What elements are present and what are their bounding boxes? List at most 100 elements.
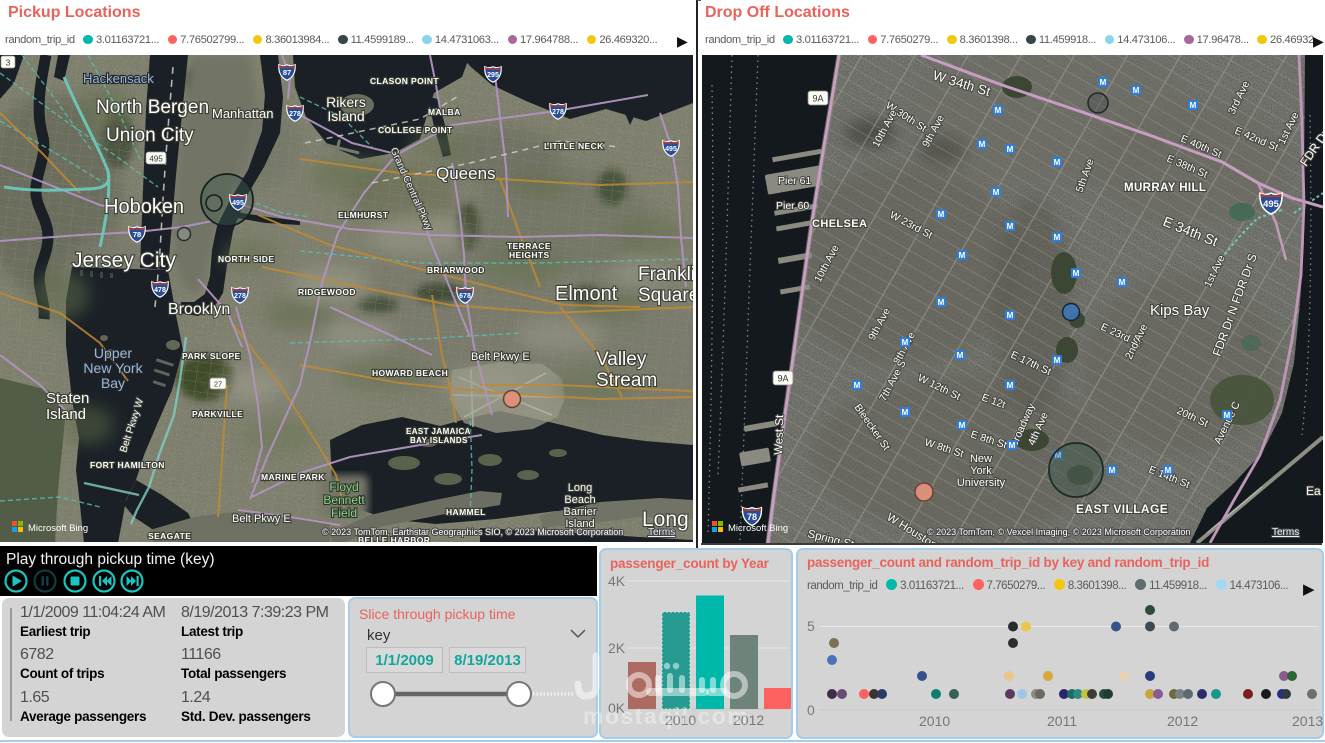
svg-text:HEIGHTS: HEIGHTS <box>509 250 550 260</box>
svg-text:New York: New York <box>83 360 143 376</box>
svg-text:E 34th St: E 34th St <box>1161 213 1220 249</box>
svg-text:Brooklyn: Brooklyn <box>168 301 230 318</box>
svg-text:M: M <box>995 106 1002 115</box>
svg-text:SEAGATE: SEAGATE <box>148 531 191 541</box>
svg-text:87: 87 <box>283 68 291 77</box>
svg-text:Belt Pkwy E: Belt Pkwy E <box>471 351 530 363</box>
svg-text:Barrier: Barrier <box>563 506 596 518</box>
svg-text:Island: Island <box>565 518 594 530</box>
svg-text:Hackensack: Hackensack <box>83 71 154 86</box>
svg-text:E 8th St: E 8th St <box>969 428 1008 451</box>
svg-text:© 2023 TomTom, © Vexcel Imagin: © 2023 TomTom, © Vexcel Imaging, © 2023 … <box>927 527 1190 537</box>
svg-text:M: M <box>1007 222 1014 231</box>
svg-text:EAST JAMAICA: EAST JAMAICA <box>406 427 471 436</box>
svg-text:678: 678 <box>459 293 471 300</box>
svg-text:Valley: Valley <box>596 349 647 370</box>
svg-text:BAY ISLANDS: BAY ISLANDS <box>410 436 468 445</box>
svg-text:M: M <box>1224 411 1231 420</box>
svg-text:9th Ave: 9th Ave <box>866 306 893 343</box>
svg-text:COLLEGE POINT: COLLEGE POINT <box>378 125 453 135</box>
svg-text:Belt Pkwy W: Belt Pkwy W <box>118 397 146 454</box>
svg-text:278: 278 <box>289 111 301 118</box>
svg-text:M: M <box>1190 101 1197 110</box>
svg-text:M: M <box>1007 311 1014 320</box>
svg-text:Jersey City: Jersey City <box>72 249 176 272</box>
svg-text:M: M <box>1073 269 1080 278</box>
svg-text:Microsoft Bing: Microsoft Bing <box>728 523 788 534</box>
svg-text:M: M <box>1119 278 1126 287</box>
svg-text:E 17th St: E 17th St <box>1009 349 1053 378</box>
svg-text:Bennett: Bennett <box>323 493 365 507</box>
svg-text:Terms: Terms <box>1272 527 1299 538</box>
svg-text:Stream: Stream <box>596 370 657 391</box>
svg-text:M: M <box>854 381 861 390</box>
svg-text:FORT HAMILTON: FORT HAMILTON <box>90 460 165 470</box>
svg-text:495: 495 <box>149 155 163 164</box>
svg-text:Square: Square <box>638 285 693 306</box>
svg-text:78: 78 <box>133 230 141 239</box>
svg-text:Union City: Union City <box>106 125 194 146</box>
svg-text:M: M <box>1100 78 1107 87</box>
svg-text:3: 3 <box>6 58 11 68</box>
svg-text:TERRACE: TERRACE <box>507 241 551 251</box>
svg-text:© 2023 TomTom, Earthstar Geogr: © 2023 TomTom, Earthstar Geographics SIO… <box>322 527 623 537</box>
svg-text:Belt Pkwy E: Belt Pkwy E <box>232 513 291 525</box>
svg-text:M: M <box>957 351 964 360</box>
svg-text:M: M <box>1055 451 1062 460</box>
svg-text:W 34th St: W 34th St <box>931 68 992 100</box>
svg-text:Long: Long <box>568 482 592 494</box>
svg-text:Avenue C: Avenue C <box>1212 399 1243 446</box>
svg-text:W 12th St: W 12th St <box>916 372 963 403</box>
svg-text:8th Ave: 8th Ave <box>891 330 918 367</box>
svg-text:3rd Ave: 3rd Ave <box>1226 79 1252 116</box>
svg-text:Manhattan: Manhattan <box>212 106 273 121</box>
svg-text:1st Ave: 1st Ave <box>1202 253 1228 289</box>
svg-text:Pier 61: Pier 61 <box>778 175 811 187</box>
svg-text:E 42nd St: E 42nd St <box>1233 125 1280 154</box>
svg-text:Pier 60: Pier 60 <box>776 200 809 212</box>
svg-text:Island: Island <box>327 108 364 124</box>
svg-text:RIDGEWOOD: RIDGEWOOD <box>298 287 356 297</box>
svg-text:Long B: Long B <box>642 508 693 531</box>
svg-text:CHELSEA: CHELSEA <box>812 218 867 230</box>
svg-text:Field: Field <box>331 506 357 520</box>
svg-text:M: M <box>959 421 966 430</box>
svg-text:278: 278 <box>234 293 246 300</box>
svg-text:Spring St: Spring St <box>806 528 856 543</box>
svg-text:HOWARD BEACH: HOWARD BEACH <box>372 368 448 378</box>
svg-text:University: University <box>957 477 1006 489</box>
svg-text:Microsoft Bing: Microsoft Bing <box>28 523 88 534</box>
svg-text:M: M <box>1054 233 1061 242</box>
svg-text:278: 278 <box>552 109 564 116</box>
svg-text:CLASON POINT: CLASON POINT <box>370 76 439 86</box>
svg-text:HAMMEL: HAMMEL <box>446 507 486 517</box>
svg-text:Floyd: Floyd <box>329 480 358 494</box>
svg-text:Upper: Upper <box>94 345 132 361</box>
svg-text:York: York <box>970 465 992 477</box>
svg-text:Hoboken: Hoboken <box>104 196 184 218</box>
svg-text:478: 478 <box>154 287 166 294</box>
svg-text:M: M <box>1133 86 1140 95</box>
svg-text:Ea: Ea <box>1306 484 1321 498</box>
svg-text:M: M <box>1007 381 1014 390</box>
svg-text:W 8th St: W 8th St <box>923 436 965 460</box>
svg-text:78: 78 <box>747 512 757 522</box>
svg-text:495: 495 <box>232 200 244 207</box>
svg-text:20th St: 20th St <box>1175 405 1210 430</box>
svg-text:West St: West St <box>773 414 786 455</box>
svg-text:495: 495 <box>1263 199 1279 210</box>
svg-text:E 38th St: E 38th St <box>1165 153 1210 181</box>
svg-text:W 23rd St: W 23rd St <box>888 209 935 242</box>
svg-text:LITTLE NECK: LITTLE NECK <box>544 141 604 151</box>
svg-text:Bleecker St: Bleecker St <box>852 402 893 453</box>
svg-text:M: M <box>1054 356 1061 365</box>
svg-text:295: 295 <box>487 72 499 79</box>
svg-text:M: M <box>1165 466 1172 475</box>
svg-text:MURRAY HILL: MURRAY HILL <box>1124 182 1206 194</box>
svg-text:1st Ave: 1st Ave <box>1276 110 1302 146</box>
svg-text:9A: 9A <box>777 374 788 384</box>
svg-text:Rikers: Rikers <box>326 94 366 110</box>
svg-text:New: New <box>970 453 992 465</box>
svg-text:495: 495 <box>665 146 677 153</box>
svg-text:M: M <box>993 188 1000 197</box>
